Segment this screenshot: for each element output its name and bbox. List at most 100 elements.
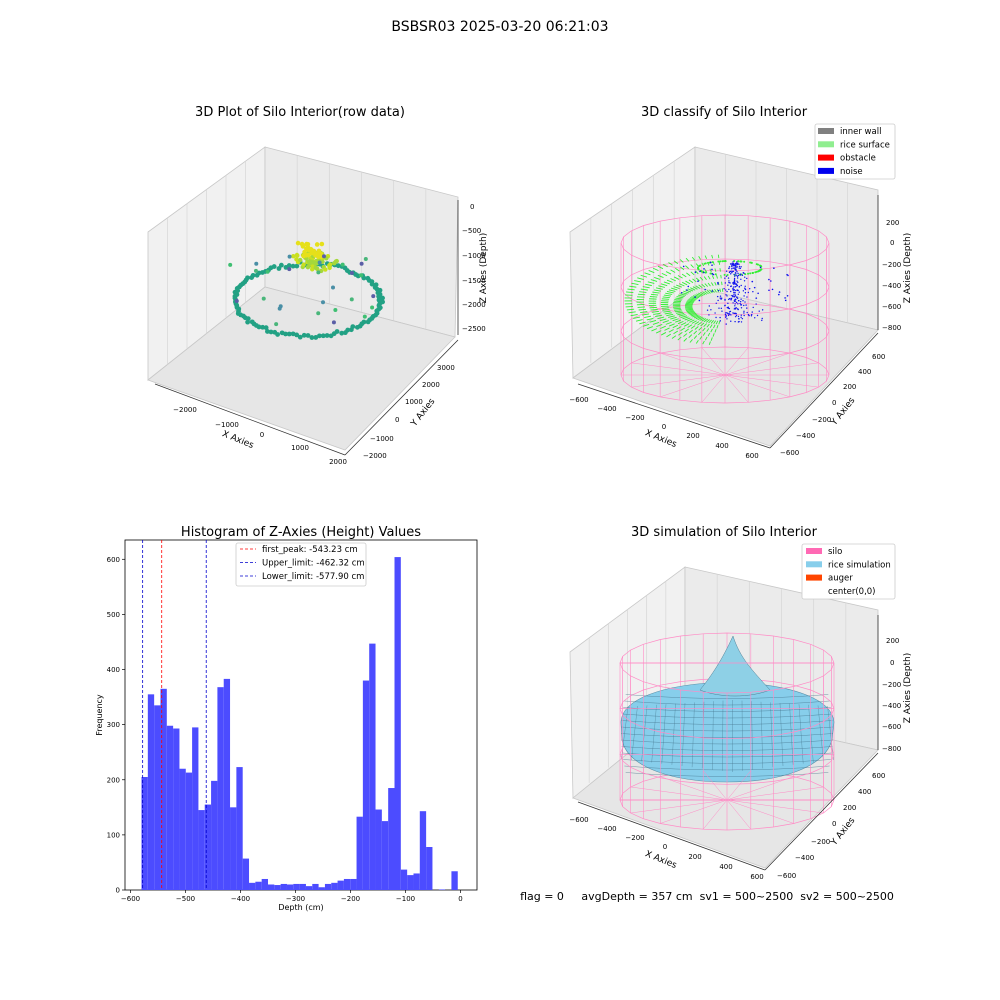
noise-point	[778, 293, 780, 296]
silo-spoke	[724, 347, 749, 376]
histogram-bar	[337, 880, 344, 890]
rice-surface-point	[704, 271, 707, 274]
rice-surface-point	[698, 331, 702, 336]
rice-surface-point	[655, 330, 662, 334]
rice-surface-point	[723, 273, 726, 276]
raw-wall-point	[268, 329, 274, 335]
raw-scatter-point	[316, 311, 321, 316]
noise-point	[711, 268, 713, 271]
noise-point	[734, 272, 737, 274]
rice-surface-point	[675, 319, 682, 323]
rice-surface-point	[650, 279, 658, 282]
raw-scatter-point	[363, 256, 368, 261]
rice-surface-point	[706, 261, 709, 264]
noise-point	[768, 278, 770, 281]
classify-x-tick: −400	[597, 405, 616, 413]
simulation-y-axis-line	[764, 752, 879, 871]
rice-surface-point	[654, 276, 661, 280]
noise-point	[734, 315, 737, 318]
histogram-bar	[362, 680, 370, 890]
noise-point	[748, 314, 750, 317]
noise-point	[725, 270, 728, 272]
histogram-bar	[438, 889, 446, 890]
rice-surface-point	[668, 329, 674, 333]
silo-spoke	[630, 786, 728, 801]
rice-surface-point	[673, 307, 681, 310]
simulation-x-tick: 600	[750, 873, 763, 881]
simulation-legend-items: silo rice simulation auger center(0,0)	[806, 547, 891, 597]
raw-axis-lines	[154, 200, 459, 456]
rice-surface-point	[666, 291, 674, 294]
simulation-y-tick: −400	[795, 854, 814, 862]
rice-surface-point	[631, 282, 639, 285]
noise-point	[682, 265, 685, 268]
rice-surface-point	[707, 332, 711, 337]
noise-point	[730, 320, 732, 322]
rice-surface-point	[681, 281, 688, 286]
rice-surface-point	[711, 254, 714, 259]
classify-y-tick: −600	[780, 449, 799, 457]
noise-point	[733, 273, 735, 276]
histogram-bar	[407, 875, 414, 890]
rice-surface-point	[709, 324, 713, 328]
noise-point	[735, 273, 737, 275]
raw-panel-title: 3D Plot of Silo Interior(row data)	[195, 105, 405, 120]
rice-surface-point	[646, 317, 654, 321]
noise-point	[734, 298, 736, 301]
noise-point	[702, 271, 705, 274]
histogram-bar	[160, 688, 167, 890]
noise-point	[734, 289, 736, 292]
noise-point	[680, 291, 683, 294]
silo-spoke	[724, 374, 749, 403]
simulation-y-tick: −200	[811, 838, 830, 846]
noise-point	[751, 280, 754, 283]
raw-scatter-point	[316, 270, 321, 275]
histogram-bar	[318, 887, 325, 890]
noise-point	[725, 289, 727, 291]
rice-surface-point	[663, 294, 671, 297]
histogram-y-tick-label: 400	[107, 666, 120, 674]
noise-point	[758, 310, 760, 312]
raw-wall-point	[320, 333, 326, 339]
rice-surface-point	[640, 288, 648, 291]
rice-surface-point	[696, 293, 702, 297]
rice-surface-point	[679, 293, 687, 296]
rice-surface-point	[664, 327, 670, 331]
raw-data-panel: 3D Plot of Silo Interior(row data) −2000…	[147, 105, 489, 466]
rice-surface-point	[710, 319, 714, 324]
noise-point	[739, 300, 742, 303]
simulation-x-tick: −200	[625, 834, 644, 842]
noise-point	[736, 289, 738, 292]
noise-point	[739, 274, 742, 276]
noise-point	[757, 292, 759, 295]
simulation-x-ticks: −600 −400 −200 0 200 400 600	[569, 816, 763, 881]
noise-point	[736, 271, 738, 273]
rice-surface-point	[679, 266, 685, 271]
rice-surface-point	[670, 316, 677, 320]
simulation-legend-frame	[801, 543, 896, 600]
noise-point	[733, 277, 736, 280]
rice-surface-point	[690, 287, 696, 291]
noise-point	[724, 277, 726, 279]
rice-surface-point	[657, 316, 665, 320]
noise-point	[743, 304, 745, 307]
simulation-z-tick: −200	[882, 681, 901, 689]
rice-surface-point	[676, 284, 683, 288]
rice-surface-point	[708, 341, 711, 345]
rice-surface-point	[716, 288, 719, 293]
rice-surface-point	[737, 260, 740, 263]
rice-surface-point	[749, 272, 752, 275]
rice-surface-point	[692, 286, 698, 290]
rice-surface-point	[668, 323, 675, 327]
noise-point	[734, 263, 737, 265]
rice-surface-point	[713, 324, 716, 329]
raw-z-tick: −1500	[462, 277, 486, 285]
legend-swatch	[818, 141, 834, 148]
simulation-z-label: Z Axies (Depth)	[903, 653, 913, 724]
rice-surface-point	[660, 325, 666, 329]
noise-point	[735, 301, 738, 304]
noise-point	[752, 306, 754, 309]
simulation-x-label: X Axies	[643, 849, 678, 871]
raw-wall-point	[265, 329, 270, 334]
